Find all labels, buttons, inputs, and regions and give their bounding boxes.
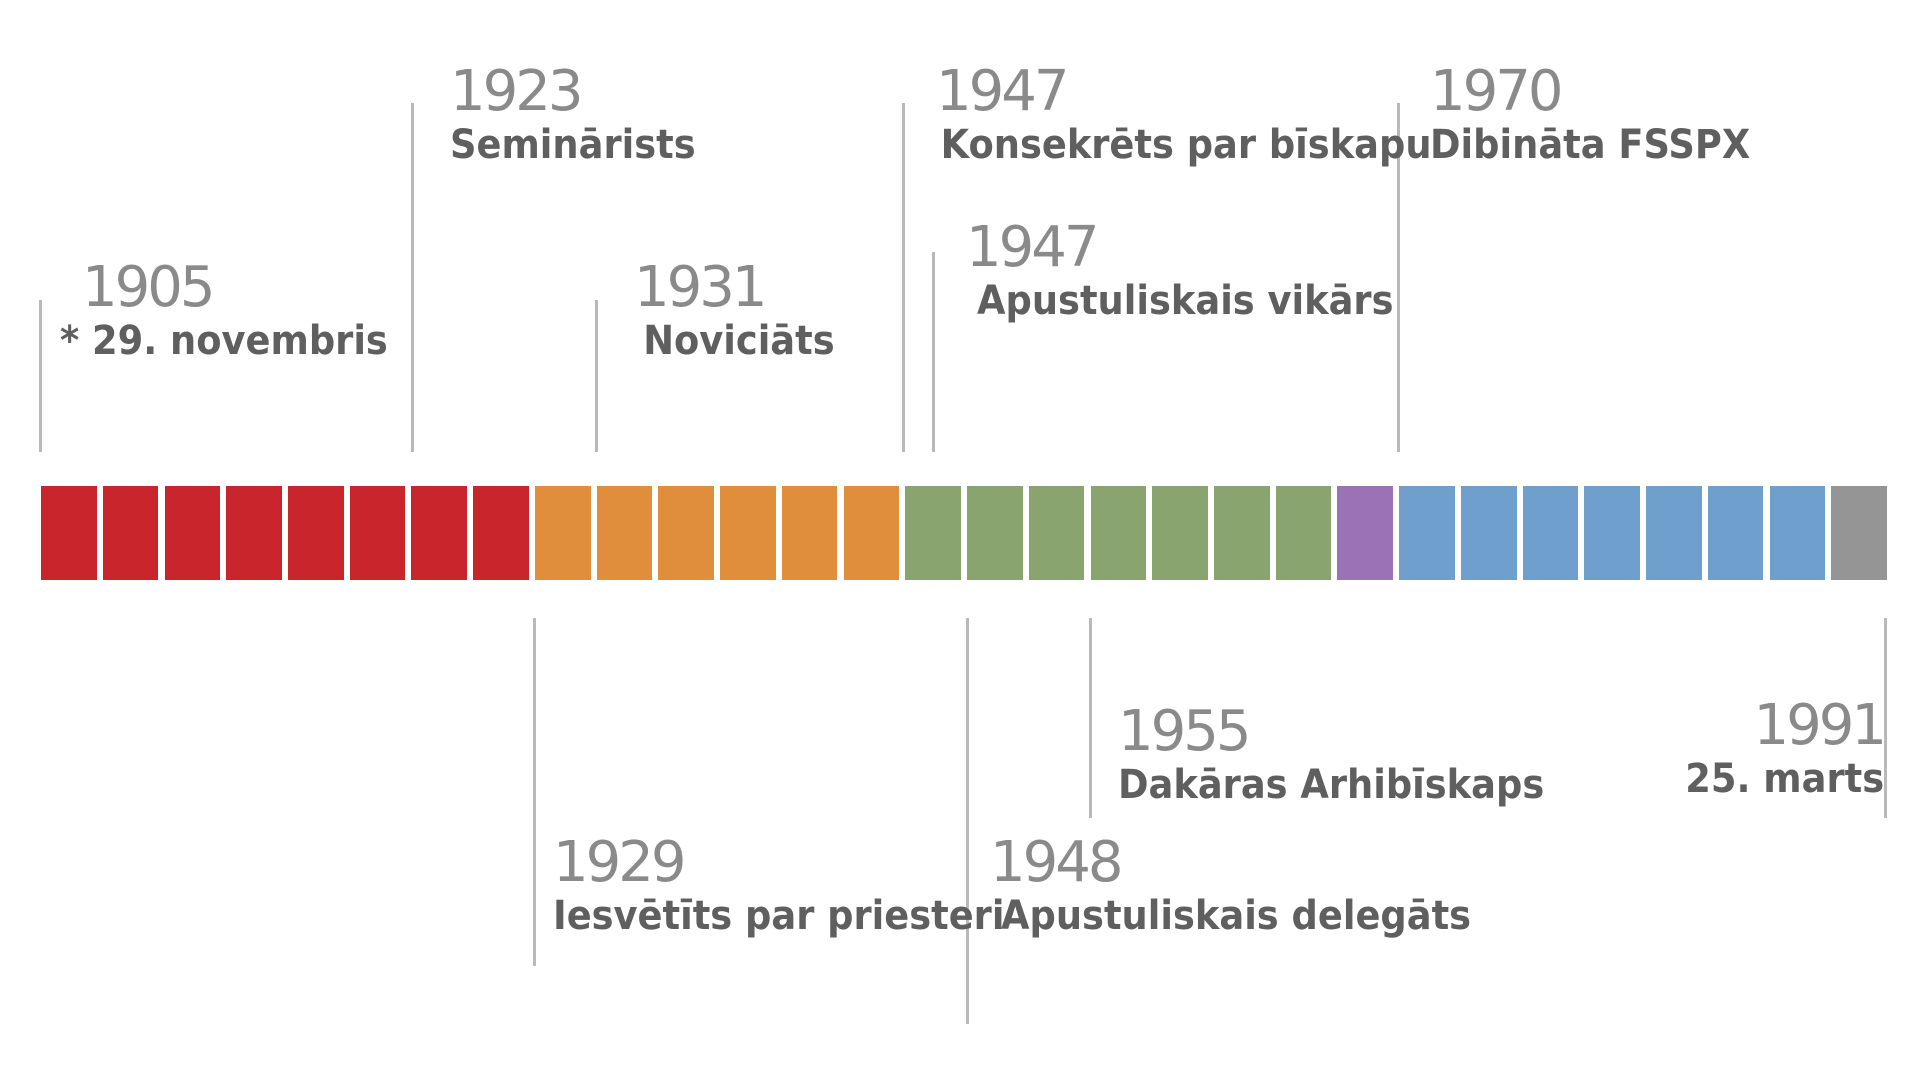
timeline-segment-orange [658, 486, 714, 580]
tick-1955 [1089, 618, 1092, 818]
event-year: 1947 [966, 215, 1100, 280]
event-label: Iesvētīts par priesteri [553, 893, 1005, 939]
event-label: * 29. novembris [60, 318, 388, 364]
timeline-segment-red [411, 486, 468, 580]
timeline-segment-purple [1337, 486, 1394, 580]
tick-1931 [595, 300, 598, 452]
tick-1947-b [932, 252, 935, 452]
timeline-segment-blue [1460, 486, 1517, 580]
event-1931: 1931 Noviciāts [634, 255, 852, 365]
event-year: 1931 [634, 255, 768, 320]
timeline-segment-red [102, 486, 159, 580]
tick-1929 [533, 618, 536, 966]
tick-1991 [1884, 618, 1887, 818]
timeline-segment-blue [1399, 486, 1455, 580]
timeline-segment-blue [1522, 486, 1579, 580]
event-year: 1923 [450, 59, 584, 124]
event-1923: 1923 Seminārists [450, 59, 717, 169]
event-1948: 1948 Apustuliskais delegāts [990, 830, 1513, 940]
event-label: Seminārists [450, 122, 696, 168]
tick-1905 [39, 300, 42, 452]
timeline-segment-red [349, 486, 406, 580]
timeline-segment-blue [1646, 486, 1702, 580]
event-1947-consecration: 1947 Konsekrēts par bīskapu [936, 59, 1475, 169]
event-year: 1929 [553, 830, 687, 895]
event-1970: 1970 Dibināta FSSPX [1430, 59, 1778, 169]
event-year: 1955 [1118, 699, 1252, 764]
timeline-segment-orange [720, 486, 776, 580]
timeline-segment-orange [534, 486, 591, 580]
event-year: 1991 [1753, 693, 1887, 758]
timeline-segment-green [1090, 486, 1147, 580]
event-label: Konsekrēts par bīskapu [940, 122, 1432, 168]
timeline-segment-blue [1769, 486, 1826, 580]
event-1947-vicar: 1947 Apustuliskais vikārs [966, 215, 1431, 325]
event-year: 1947 [936, 59, 1070, 124]
timeline-segment-green [967, 486, 1023, 580]
timeline-segment-orange [596, 486, 653, 580]
timeline-segment-red [41, 486, 97, 580]
timeline-segment-blue [1584, 486, 1640, 580]
event-1929: 1929 Iesvētīts par priesteri [553, 830, 1044, 940]
tick-1947-a [902, 103, 905, 452]
timeline-segment-green [1275, 486, 1332, 580]
event-label: Apustuliskais vikārs [977, 278, 1394, 324]
timeline-segment-green [1028, 486, 1085, 580]
timeline-segment-orange [781, 486, 838, 580]
timeline-segment-red [164, 486, 221, 580]
event-1955: 1955 Dakāras Arhibīskaps [1118, 699, 1581, 809]
event-1991: 1991 25. marts [1668, 693, 1887, 803]
timeline-segment-gray [1831, 486, 1887, 580]
timeline-segment-red [226, 486, 282, 580]
timeline-segment-green [1152, 486, 1208, 580]
tick-1923 [411, 103, 414, 452]
event-year: 1948 [990, 830, 1124, 895]
timeline-segment-red [473, 486, 529, 580]
timeline-segment-blue [1707, 486, 1764, 580]
event-year: 1905 [82, 255, 216, 320]
event-label: Dibināta FSSPX [1430, 122, 1751, 168]
event-label: Apustuliskais delegāts [1001, 893, 1472, 939]
event-1905: 1905 * 29. novembris [60, 255, 416, 365]
timeline-segment-red [287, 486, 344, 580]
tick-1948 [966, 618, 969, 1024]
timeline-segment-green [1213, 486, 1270, 580]
event-label: Dakāras Arhibīskaps [1118, 762, 1545, 808]
tick-1970 [1397, 103, 1400, 452]
event-year: 1970 [1430, 59, 1564, 124]
timeline-segment-orange [843, 486, 900, 580]
event-label: 25. marts [1685, 756, 1884, 802]
timeline-segment-green [905, 486, 961, 580]
event-label: Noviciāts [643, 318, 835, 364]
